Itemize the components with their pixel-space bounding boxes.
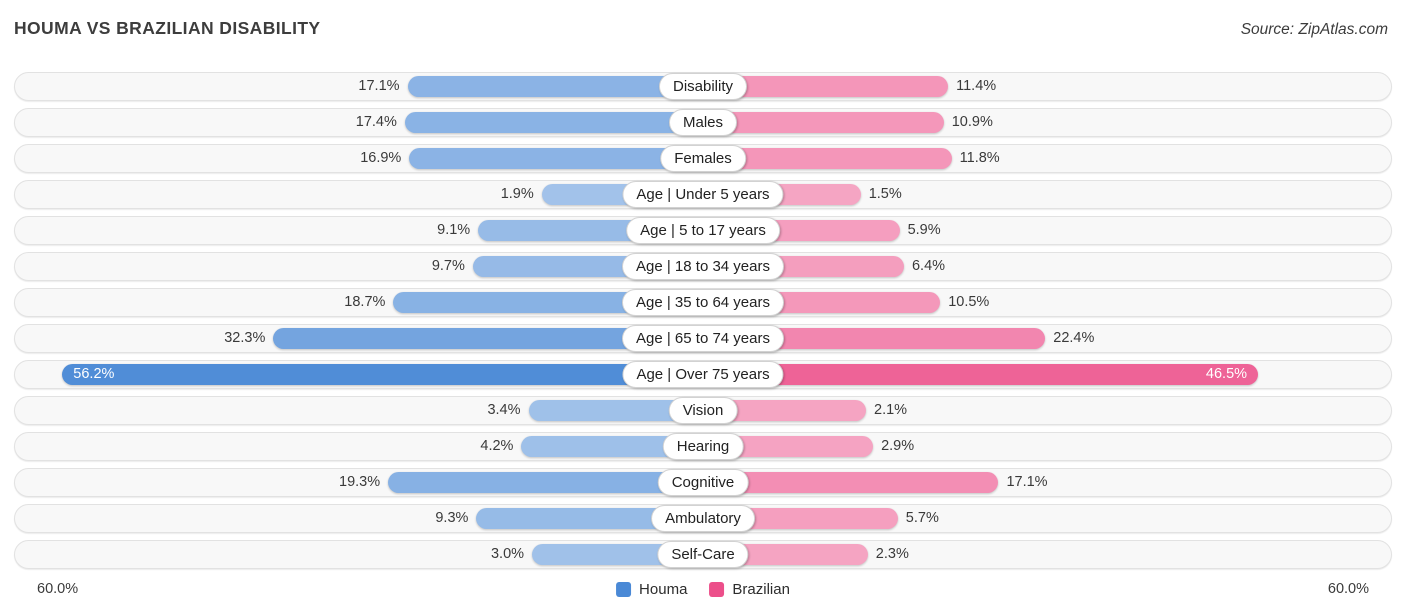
chart-header: HOUMA VS BRAZILIAN DISABILITY Source: Zi… [14, 18, 1388, 39]
legend-item-brazilian: Brazilian [709, 581, 790, 598]
houma-value-label: 3.0% [490, 546, 525, 562]
chart-row: 9.3% 5.7% Ambulatory [14, 504, 1392, 533]
category-label: Vision [668, 397, 738, 424]
category-label: Age | Under 5 years [622, 181, 784, 208]
brazilian-bar [703, 112, 944, 133]
brazilian-value-label: 22.4% [1053, 330, 1095, 346]
category-label: Age | 65 to 74 years [622, 325, 784, 352]
source-attribution: Source: ZipAtlas.com [1240, 21, 1388, 38]
houma-value-label: 17.1% [358, 78, 400, 94]
legend-label: Houma [639, 580, 688, 598]
chart-row: 9.1% 5.9% Age | 5 to 17 years [14, 216, 1392, 245]
chart-row: 1.9% 1.5% Age | Under 5 years [14, 180, 1392, 209]
brazilian-bar [703, 76, 949, 97]
chart-row: 16.9% 11.8% Females [14, 144, 1392, 173]
houma-value-label: 9.7% [431, 258, 465, 274]
brazilian-value-label: 11.8% [959, 150, 1000, 166]
chart-row: 19.3% 17.1% Cognitive [14, 468, 1392, 497]
brazilian-value-label: 5.9% [907, 222, 941, 238]
houma-bar [407, 76, 703, 97]
category-label: Self-Care [657, 541, 749, 568]
chart-footer: 60.0% Houma Brazilian 60.0% [0, 578, 1406, 600]
houma-value-label: 32.3% [224, 330, 266, 346]
category-label: Cognitive [657, 469, 749, 496]
brazilian-value-label: 2.3% [875, 546, 909, 562]
houma-bar [528, 400, 703, 421]
category-label: Age | 5 to 17 years [626, 217, 780, 244]
category-label: Males [668, 109, 738, 136]
legend-label: Brazilian [732, 580, 790, 598]
category-label: Age | 18 to 34 years [622, 253, 784, 280]
houma-value-label: 1.9% [500, 186, 534, 202]
chart-row: 17.1% 11.4% Disability [14, 72, 1392, 101]
houma-bar [388, 472, 703, 493]
houma-value-label: 17.4% [355, 114, 397, 130]
brazilian-value-label: 10.9% [951, 114, 993, 130]
houma-bar [476, 508, 703, 529]
brazilian-bar [703, 400, 867, 421]
category-label: Females [660, 145, 746, 172]
brazilian-bar [703, 472, 999, 493]
brazilian-value-label: 10.5% [948, 294, 990, 310]
axis-max-right: 60.0% [1327, 581, 1369, 597]
brazilian-bar [703, 148, 952, 169]
houma-bar [404, 112, 703, 133]
chart-row: 3.4% 2.1% Vision [14, 396, 1392, 425]
houma-bar [409, 148, 703, 169]
brazilian-value-label: 1.5% [868, 186, 902, 202]
brazilian-value-label: 46.5% [1205, 366, 1248, 382]
brazilian-bar [703, 328, 1046, 349]
axis-max-left: 60.0% [37, 581, 79, 597]
legend-swatch [709, 581, 725, 597]
chart-row: 32.3% 22.4% Age | 65 to 74 years [14, 324, 1392, 353]
brazilian-value-label: 2.9% [881, 438, 915, 454]
houma-bar [62, 364, 703, 385]
legend-swatch [616, 581, 632, 597]
chart-row: 18.7% 10.5% Age | 35 to 64 years [14, 288, 1392, 317]
brazilian-bar [703, 436, 874, 457]
category-label: Age | Over 75 years [622, 361, 784, 388]
chart-row: 17.4% 10.9% Males [14, 108, 1392, 137]
chart-row: 4.2% 2.9% Hearing [14, 432, 1392, 461]
brazilian-bar [703, 364, 1259, 385]
houma-value-label: 16.9% [360, 150, 402, 166]
houma-value-label: 9.3% [435, 510, 469, 526]
houma-value-label: 56.2% [73, 366, 115, 382]
page-title: HOUMA VS BRAZILIAN DISABILITY [14, 18, 321, 38]
chart-row: 3.0% 2.3% Self-Care [14, 540, 1392, 569]
category-label: Ambulatory [651, 505, 755, 532]
category-label: Age | 35 to 64 years [622, 289, 784, 316]
legend: Houma Brazilian [616, 578, 790, 600]
category-label: Hearing [662, 433, 744, 460]
houma-value-label: 18.7% [344, 294, 386, 310]
category-label: Disability [658, 73, 748, 100]
chart-rows: 17.1% 11.4% Disability 17.4% 10.9% Males… [14, 72, 1392, 576]
chart-row: 9.7% 6.4% Age | 18 to 34 years [14, 252, 1392, 281]
brazilian-value-label: 17.1% [1006, 474, 1048, 490]
houma-value-label: 4.2% [480, 438, 514, 454]
houma-bar [521, 436, 703, 457]
houma-bar [273, 328, 703, 349]
brazilian-value-label: 6.4% [911, 258, 946, 274]
brazilian-value-label: 5.7% [905, 510, 939, 526]
houma-value-label: 9.1% [437, 222, 471, 238]
houma-value-label: 19.3% [339, 474, 381, 490]
legend-item-houma: Houma [616, 581, 687, 598]
brazilian-value-label: 11.4% [956, 78, 997, 94]
brazilian-value-label: 2.1% [874, 402, 908, 418]
chart-row: 56.2% 46.5% Age | Over 75 years [14, 360, 1392, 389]
houma-value-label: 3.4% [487, 402, 521, 418]
